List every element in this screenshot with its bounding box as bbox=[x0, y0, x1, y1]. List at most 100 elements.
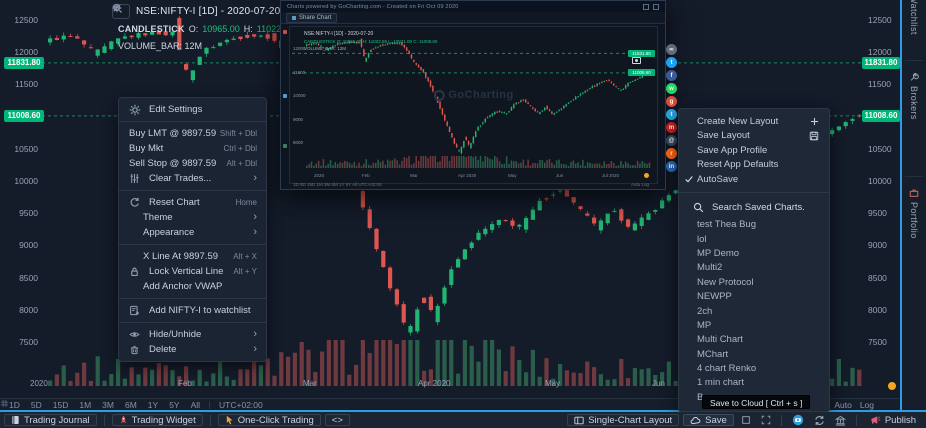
menu-item-theme[interactable]: Theme › bbox=[143, 211, 257, 224]
sync-button[interactable] bbox=[811, 415, 828, 426]
gear-icon[interactable] bbox=[112, 3, 122, 13]
candlestick-chart[interactable] bbox=[0, 0, 900, 410]
price-tick: 12000 bbox=[14, 47, 38, 57]
saved-chart-item[interactable]: 4 chart Renko bbox=[697, 363, 757, 375]
trading-widget-button[interactable]: Trading Widget bbox=[111, 414, 203, 426]
price-tick: 11500 bbox=[868, 79, 892, 89]
saved-chart-item[interactable]: New Protocol bbox=[697, 276, 754, 288]
one-click-trading-button[interactable]: One-Click Trading bbox=[217, 414, 321, 426]
twitter-icon[interactable]: t bbox=[666, 57, 677, 68]
menu-item-edit-settings[interactable]: Edit Settings bbox=[119, 102, 266, 117]
mini-price-tick: 9000 bbox=[293, 117, 304, 122]
menu-item-reset-chart[interactable]: Reset Chart Home bbox=[119, 195, 266, 210]
telegram-icon[interactable]: t bbox=[666, 109, 677, 120]
save-disk-icon bbox=[809, 131, 819, 141]
menu-item-autosave[interactable]: AutoSave bbox=[679, 172, 829, 187]
tab-portfolio[interactable]: Portfolio bbox=[902, 188, 926, 239]
menu-item-appearance[interactable]: Appearance › bbox=[143, 226, 257, 239]
maximize-pane-button[interactable] bbox=[738, 415, 754, 425]
menu-item-delete[interactable]: Delete › bbox=[119, 342, 266, 357]
saved-chart-item[interactable]: MChart bbox=[697, 348, 729, 360]
menu-item-reset-app-defaults[interactable]: Reset App Defaults bbox=[697, 159, 779, 171]
divider bbox=[679, 191, 829, 193]
screenshot-button[interactable] bbox=[789, 414, 807, 426]
broker-connect-button[interactable] bbox=[832, 415, 849, 426]
tab-watchlist[interactable]: Watchlist bbox=[909, 0, 919, 35]
price-tick: 9500 bbox=[868, 208, 887, 218]
mini-candlestick-chart bbox=[292, 38, 654, 168]
log-scale-toggle[interactable]: Log bbox=[859, 399, 874, 410]
menu-item-add-anchor-vwap[interactable]: Add Anchor VWAP bbox=[143, 281, 223, 292]
symbol-title[interactable]: NSE:NIFTY-I [1D] - 2020-07-20 bbox=[136, 6, 281, 17]
whatsapp-icon[interactable]: w bbox=[666, 83, 677, 94]
facebook-icon[interactable]: f bbox=[666, 70, 677, 81]
menu-item-hide-unhide[interactable]: Hide/Unhide › bbox=[119, 327, 266, 342]
menu-item-clear-trades[interactable]: Clear Trades... › bbox=[119, 171, 266, 186]
email-icon[interactable]: @ bbox=[666, 135, 677, 146]
reddit-icon[interactable]: r bbox=[666, 148, 677, 159]
saved-chart-item[interactable]: Multi Chart bbox=[697, 334, 743, 346]
timeframe-6m[interactable]: 6M bbox=[124, 399, 137, 410]
layout-icon bbox=[574, 416, 584, 424]
timeframe-1m[interactable]: 1M bbox=[79, 399, 92, 410]
timeframe-5d[interactable]: 5D bbox=[30, 399, 42, 410]
menu-item-add-to-watchlist[interactable]: Add NIFTY-I to watchlist bbox=[119, 303, 266, 318]
saved-charts-search[interactable]: Search Saved Charts. bbox=[679, 198, 829, 218]
menu-item-buy-lmt[interactable]: Buy LMT @ 9897.59 Shift + Dbl bbox=[129, 128, 257, 139]
mini-left-toolbar bbox=[281, 24, 289, 189]
divider bbox=[119, 298, 266, 299]
saved-chart-item[interactable]: 1 min chart bbox=[697, 377, 744, 389]
save-button[interactable]: Save bbox=[683, 414, 734, 426]
price-tick: 10500 bbox=[868, 144, 892, 154]
journal-icon bbox=[12, 415, 19, 425]
saved-chart-item[interactable]: NEWPP bbox=[697, 291, 732, 303]
saved-chart-item[interactable]: 2ch bbox=[697, 305, 713, 317]
menu-item-buy-mkt[interactable]: Buy Mkt Ctrl + Dbl bbox=[129, 143, 257, 154]
timeframe-3m[interactable]: 3M bbox=[102, 399, 114, 410]
code-toggle-button[interactable]: <> bbox=[324, 414, 350, 426]
menu-item-x-line[interactable]: X Line At 9897.59 Alt + X bbox=[143, 251, 257, 262]
menu-item-save-layout[interactable]: Save Layout bbox=[679, 129, 829, 144]
camera-snapshot-icon[interactable] bbox=[632, 57, 641, 64]
saved-chart-item[interactable]: test Thea Bug bbox=[697, 219, 756, 231]
menu-item-save-app-profile[interactable]: Save App Profile bbox=[697, 144, 768, 156]
mini-price-tick: 8000 bbox=[293, 140, 304, 145]
single-chart-layout-button[interactable]: Single-Chart Layout bbox=[567, 414, 680, 426]
copy-link-icon[interactable]: ∞ bbox=[666, 44, 677, 55]
timeframe-15d[interactable]: 15D bbox=[52, 399, 69, 410]
mini-price-tick: 10000 bbox=[293, 93, 306, 98]
last-price-badge: 11008.60 bbox=[862, 110, 900, 122]
mini-date-tick: Feb bbox=[362, 173, 370, 178]
square-icon bbox=[741, 416, 750, 424]
edit-image-icon[interactable] bbox=[643, 3, 649, 10]
publish-button[interactable]: Publish bbox=[864, 414, 922, 426]
menu-item-sell-stop[interactable]: Sell Stop @ 9897.59 Alt + Dbl bbox=[129, 158, 257, 169]
menu-item-lock-vertical-line[interactable]: Lock Vertical Line Alt + Y bbox=[119, 264, 266, 279]
price-tick: 8000 bbox=[19, 305, 38, 315]
trading-journal-button[interactable]: Trading Journal bbox=[4, 414, 97, 426]
briefcase-icon bbox=[909, 189, 919, 197]
saved-chart-item[interactable]: MP Demo bbox=[697, 247, 740, 259]
auto-scale-toggle[interactable]: Auto bbox=[834, 399, 852, 410]
gmail-icon[interactable]: m bbox=[666, 122, 677, 133]
price-tick: 7500 bbox=[868, 337, 887, 347]
saved-chart-item[interactable]: MP bbox=[697, 319, 712, 331]
googleplus-icon[interactable]: g bbox=[666, 96, 677, 107]
fullscreen-button[interactable] bbox=[758, 415, 774, 425]
tab-share-chart[interactable]: Share Chart bbox=[286, 12, 338, 23]
timeframe-1y[interactable]: 1Y bbox=[147, 399, 159, 410]
timeframe-1d[interactable]: 1D bbox=[9, 399, 20, 410]
expand-image-icon[interactable] bbox=[653, 3, 659, 10]
menu-item-create-new-layout[interactable]: Create New Layout bbox=[679, 114, 829, 129]
mini-price-tick: 12000 bbox=[293, 46, 306, 51]
cloud-icon bbox=[690, 416, 701, 424]
timeframe-5y[interactable]: 5Y bbox=[169, 399, 180, 410]
grid-toggle-icon[interactable] bbox=[0, 399, 9, 408]
timezone-selector[interactable]: UTC+02:00 bbox=[219, 399, 263, 410]
linkedin-icon[interactable]: in bbox=[666, 161, 677, 172]
saved-chart-item[interactable]: Multi2 bbox=[697, 262, 723, 274]
tab-brokers[interactable]: Brokers bbox=[902, 72, 926, 120]
timeframe-all[interactable]: All bbox=[190, 399, 201, 410]
saved-chart-item[interactable]: lol bbox=[697, 233, 707, 245]
mini-toolbar-icon bbox=[283, 144, 287, 148]
